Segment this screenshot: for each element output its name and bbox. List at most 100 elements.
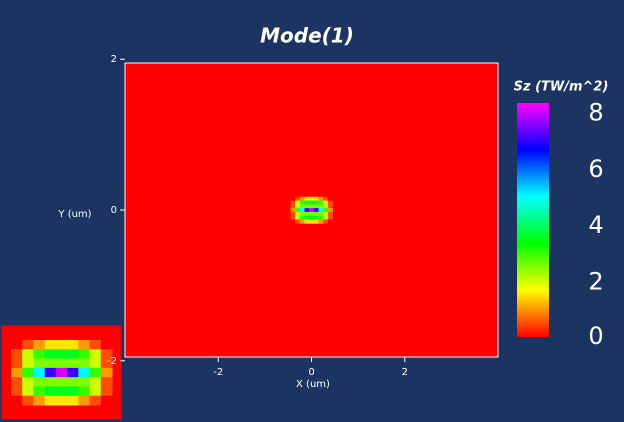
heat-cell xyxy=(327,215,333,220)
inset-cell xyxy=(89,349,102,360)
inset-cell xyxy=(89,367,102,378)
colorbar xyxy=(517,103,549,337)
heat-cell xyxy=(290,211,296,217)
inset-cell xyxy=(78,395,91,406)
heat-cell xyxy=(318,211,324,217)
heat-cell xyxy=(313,196,319,202)
heat-cell xyxy=(323,211,329,217)
colorbar-tick-label: 6 xyxy=(588,155,603,183)
heat-cell xyxy=(318,215,324,220)
inset-cell xyxy=(11,386,23,397)
inset-cell xyxy=(33,386,46,397)
inset-cell xyxy=(44,395,57,406)
inset-cell xyxy=(44,367,57,378)
inset-cell xyxy=(22,340,34,350)
heat-cell xyxy=(313,204,319,209)
heat-cell xyxy=(313,219,319,224)
heat-cell xyxy=(295,196,301,202)
heat-cell xyxy=(318,200,324,205)
inset-cell xyxy=(100,395,113,406)
inset-cell xyxy=(89,358,102,369)
chart-title: Mode(1) xyxy=(260,24,354,48)
inset-cell xyxy=(22,386,34,397)
heat-cell xyxy=(327,204,333,209)
heat-cell xyxy=(304,208,310,213)
heat-cell xyxy=(295,211,301,217)
heat-cell xyxy=(290,215,296,220)
heat-cell xyxy=(299,196,306,202)
heat-cell xyxy=(290,208,296,213)
inset-cell xyxy=(11,377,23,387)
inset-cell xyxy=(22,395,34,406)
heat-cell xyxy=(304,196,310,202)
inset-cell xyxy=(78,358,91,369)
heat-cell xyxy=(290,204,296,209)
heat-cell xyxy=(327,200,333,205)
inset-cell xyxy=(100,386,113,397)
inset-cell xyxy=(22,377,34,387)
inset-cell xyxy=(55,349,68,360)
inset-cell xyxy=(100,377,113,387)
inset-cell xyxy=(89,395,102,406)
inset-cell xyxy=(89,386,102,397)
inset-cell xyxy=(67,395,79,406)
inset-cell xyxy=(33,358,46,369)
heat-cell xyxy=(323,204,329,209)
inset-cell xyxy=(22,367,34,378)
x-tick-label: 2 xyxy=(402,367,408,378)
heat-cell xyxy=(295,215,301,220)
inset-cell xyxy=(55,367,68,378)
heat-cell xyxy=(327,211,333,217)
y-tick-label: -2 xyxy=(107,356,117,367)
heat-cell xyxy=(304,211,310,217)
inset-cell xyxy=(33,377,46,387)
heat-cell xyxy=(309,200,315,205)
heat-cell xyxy=(318,204,324,209)
heat-cell xyxy=(295,200,301,205)
heat-cell xyxy=(299,215,306,220)
heat-cell xyxy=(309,211,315,217)
inset-cell xyxy=(33,367,46,378)
heat-cell xyxy=(313,200,319,205)
inset-cell xyxy=(67,340,79,350)
y-axis-label: Y (um) xyxy=(57,209,91,220)
heat-cell xyxy=(313,215,319,220)
colorbar-tick-label: 8 xyxy=(588,98,603,126)
inset-cell xyxy=(67,349,79,360)
colorbar-label: Sz (TW/m^2) xyxy=(514,80,609,95)
heat-cell xyxy=(290,196,296,202)
inset-cell xyxy=(78,367,91,378)
inset-cell xyxy=(55,386,68,397)
colorbar-tick-label: 2 xyxy=(588,268,603,296)
heat-cell xyxy=(309,215,315,220)
inset-cell xyxy=(67,386,79,397)
heat-cell xyxy=(304,219,310,224)
inset-cell xyxy=(44,340,57,350)
heat-cell xyxy=(299,204,306,209)
inset-cell xyxy=(33,395,46,406)
inset-cell xyxy=(44,358,57,369)
inset-cell xyxy=(78,377,91,387)
heat-cell xyxy=(295,219,301,224)
inset-cell xyxy=(55,340,68,350)
heat-cell xyxy=(309,204,315,209)
inset-cell xyxy=(44,349,57,360)
x-axis-label: X (um) xyxy=(296,379,330,390)
heat-cell xyxy=(318,196,324,202)
heat-cell xyxy=(290,219,296,224)
heat-cell xyxy=(290,200,296,205)
inset-cell xyxy=(100,358,113,369)
heat-cell xyxy=(299,211,306,217)
inset-cell xyxy=(89,340,102,350)
heat-cell xyxy=(299,219,306,224)
inset-cell xyxy=(22,358,34,369)
inset-cell xyxy=(44,377,57,387)
inset-cell xyxy=(22,349,34,360)
heat-cell xyxy=(327,219,333,224)
inset-cell xyxy=(11,358,23,369)
inset-cell xyxy=(78,386,91,397)
heat-cell xyxy=(304,204,310,209)
heat-cell xyxy=(299,200,306,205)
